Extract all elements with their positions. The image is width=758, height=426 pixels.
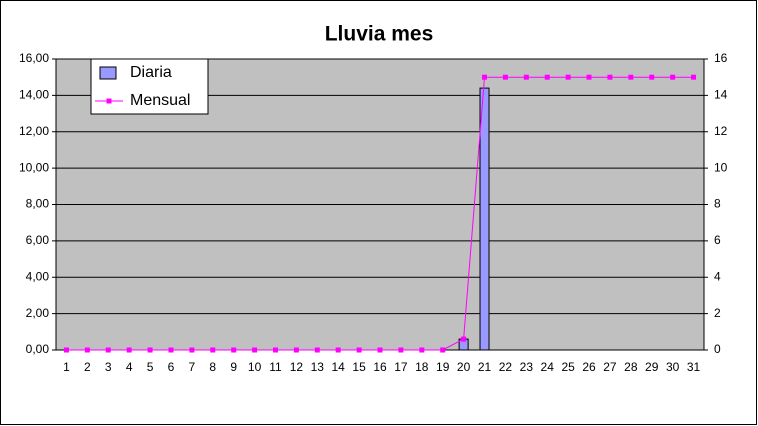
legend-marker [106,98,112,104]
legend-swatch [99,66,117,80]
x-tick-label: 1 [63,360,70,374]
y2-tick-label: 16 [714,51,728,65]
chart-title: Lluvia mes [325,23,434,46]
x-tick-label: 26 [582,360,596,374]
x-tick-label: 5 [147,360,154,374]
x-tick-label: 6 [168,360,175,374]
x-tick-label: 13 [311,360,325,374]
marker [231,347,237,353]
marker [377,347,383,353]
marker [126,347,132,353]
x-tick-label: 27 [603,360,617,374]
x-tick-label: 25 [561,360,575,374]
y2-tick-label: 8 [714,197,721,211]
marker [691,74,697,80]
y-tick-label: 8,00 [26,197,50,211]
marker [63,347,69,353]
y-tick-label: 14,00 [19,88,49,102]
marker [356,347,362,353]
marker [461,336,467,342]
marker [502,74,508,80]
y2-tick-label: 2 [714,306,721,320]
marker [523,74,529,80]
marker [628,74,634,80]
marker [168,347,174,353]
marker [607,74,613,80]
y2-tick-label: 12 [714,124,728,138]
x-tick-label: 19 [436,360,450,374]
marker [419,347,425,353]
x-tick-label: 9 [230,360,237,374]
legend-label: Mensual [130,92,190,109]
x-tick-label: 17 [394,360,408,374]
y-tick-label: 2,00 [26,306,50,320]
x-tick-label: 16 [373,360,387,374]
x-tick-label: 8 [209,360,216,374]
y2-tick-label: 10 [714,160,728,174]
marker [398,347,404,353]
x-tick-label: 7 [189,360,196,374]
y2-tick-label: 4 [714,269,721,283]
x-tick-label: 2 [84,360,91,374]
marker [649,74,655,80]
marker [565,74,571,80]
x-tick-label: 3 [105,360,112,374]
x-tick-label: 15 [352,360,366,374]
marker [147,347,153,353]
y-tick-label: 16,00 [19,51,49,65]
marker [272,347,278,353]
y-tick-label: 10,00 [19,160,49,174]
x-tick-label: 12 [290,360,304,374]
x-tick-label: 29 [645,360,659,374]
legend-label: Diaria [130,64,172,81]
marker [440,347,446,353]
y-tick-label: 4,00 [26,269,50,283]
marker [482,74,488,80]
x-tick-label: 10 [248,360,262,374]
marker [544,74,550,80]
x-tick-label: 14 [332,360,346,374]
x-tick-label: 28 [624,360,638,374]
x-tick-label: 18 [415,360,429,374]
x-tick-label: 31 [687,360,701,374]
bar [479,87,490,351]
legend-box [90,58,209,115]
marker [189,347,195,353]
x-tick-label: 11 [269,360,282,374]
marker [314,347,320,353]
x-tick-label: 4 [126,360,133,374]
marker [210,347,216,353]
x-tick-label: 30 [666,360,680,374]
y-tick-label: 0,00 [26,342,50,356]
marker [293,347,299,353]
y-tick-label: 12,00 [19,124,49,138]
y2-tick-label: 0 [714,342,721,356]
x-tick-label: 23 [520,360,534,374]
x-tick-label: 24 [541,360,555,374]
marker [105,347,111,353]
y2-tick-label: 14 [714,88,728,102]
marker [84,347,90,353]
x-tick-label: 21 [478,360,492,374]
x-tick-label: 22 [499,360,513,374]
marker [670,74,676,80]
marker [586,74,592,80]
y2-tick-label: 6 [714,233,721,247]
x-tick-label: 20 [457,360,471,374]
marker [335,347,341,353]
marker [252,347,258,353]
y-tick-label: 6,00 [26,233,50,247]
